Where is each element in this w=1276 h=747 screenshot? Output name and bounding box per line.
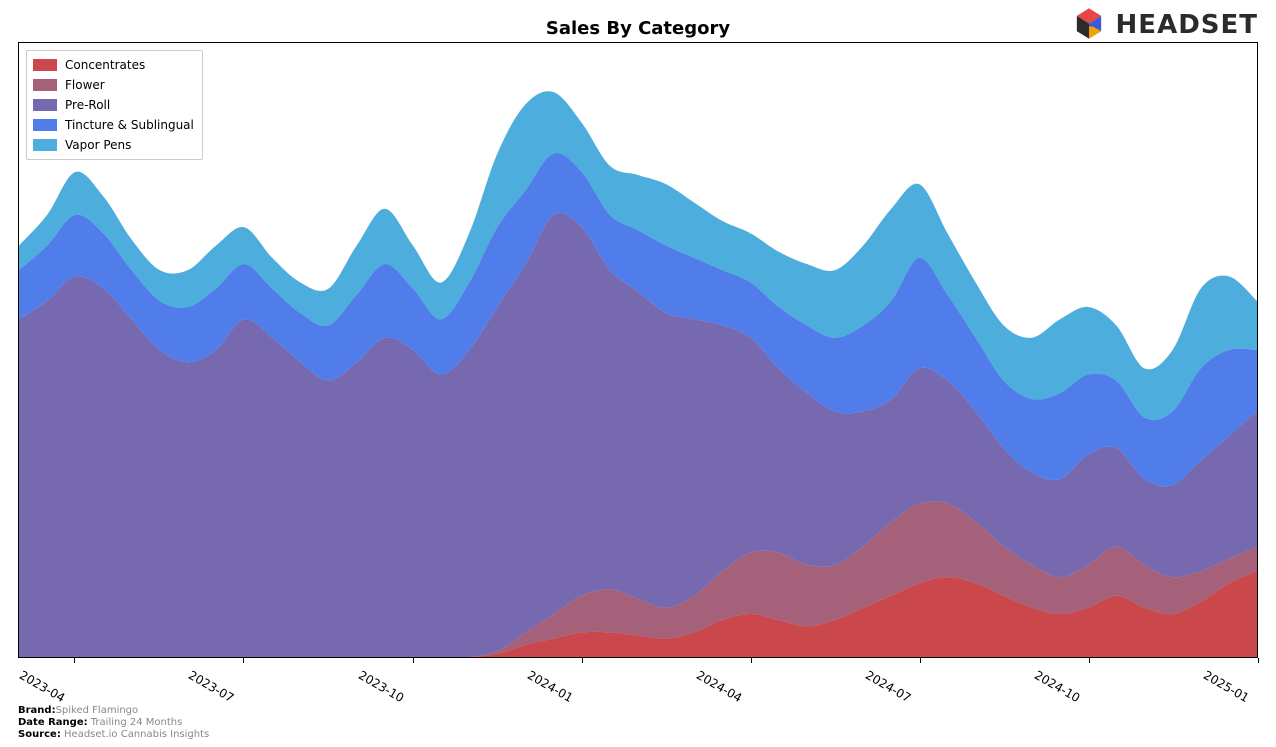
xtick-mark <box>751 658 752 663</box>
xtick-label: 2025-01 <box>1201 668 1251 705</box>
legend-label: Flower <box>65 78 105 92</box>
footer-daterange-value: Trailing 24 Months <box>88 717 183 728</box>
headset-logo-text: HEADSET <box>1116 10 1258 40</box>
xtick-label: 2023-07 <box>186 668 236 705</box>
legend-label: Concentrates <box>65 58 145 72</box>
headset-logo-icon <box>1070 6 1108 44</box>
plot-area <box>18 42 1258 658</box>
footer-source-value: Headset.io Cannabis Insights <box>61 729 209 740</box>
headset-logo: HEADSET <box>1070 6 1258 44</box>
xtick-mark <box>74 658 75 663</box>
xtick-mark <box>582 658 583 663</box>
xtick-mark <box>920 658 921 663</box>
xtick-label: 2024-07 <box>863 668 913 705</box>
legend-item: Flower <box>33 75 194 95</box>
legend-item: Pre-Roll <box>33 95 194 115</box>
legend-item: Tincture & Sublingual <box>33 115 194 135</box>
xtick-mark <box>1258 658 1259 663</box>
xtick-label: 2023-04 <box>17 668 67 705</box>
xtick-mark <box>243 658 244 663</box>
xtick-label: 2023-10 <box>356 668 406 705</box>
legend-swatch <box>33 139 57 151</box>
footer-source-label: Source: <box>18 729 61 740</box>
chart-footer: Brand:Spiked Flamingo Date Range: Traili… <box>18 705 209 741</box>
legend-item: Concentrates <box>33 55 194 75</box>
xtick-mark <box>1089 658 1090 663</box>
footer-daterange-label: Date Range: <box>18 717 88 728</box>
legend-label: Pre-Roll <box>65 98 110 112</box>
legend-swatch <box>33 59 57 71</box>
xtick-label: 2024-04 <box>694 668 744 705</box>
legend-label: Vapor Pens <box>65 138 131 152</box>
xtick-label: 2024-10 <box>1032 668 1082 705</box>
legend-label: Tincture & Sublingual <box>65 118 194 132</box>
xtick-mark <box>413 658 414 663</box>
legend: Concentrates Flower Pre-Roll Tincture & Sub… <box>26 50 203 160</box>
footer-brand-value: Spiked Flamingo <box>56 705 139 716</box>
chart-container: Sales By Category HEADSET ConcentratesFl… <box>0 0 1276 747</box>
legend-swatch <box>33 99 57 111</box>
legend-swatch <box>33 79 57 91</box>
xtick-label: 2024-01 <box>525 668 575 705</box>
legend-swatch <box>33 119 57 131</box>
footer-brand-label: Brand: <box>18 705 56 716</box>
legend-item: Vapor Pens <box>33 135 194 155</box>
